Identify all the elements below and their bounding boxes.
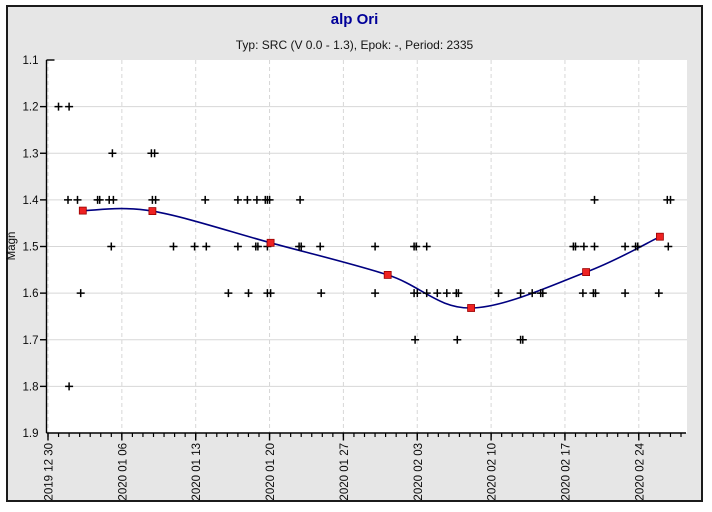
- observation-plus-marker: [518, 335, 527, 344]
- observation-plus-marker: [252, 195, 261, 204]
- observation-plus-marker: [454, 289, 463, 298]
- observation-plus-marker: [578, 289, 587, 298]
- x-tick-label: 2020 02 24: [634, 442, 646, 500]
- y-tick-label: 1.3: [23, 148, 39, 160]
- observation-plus-marker: [433, 289, 442, 298]
- observation-plus-marker: [150, 149, 159, 158]
- chart-subtitle: Typ: SRC (V 0.0 - 1.3), Epok: -, Period:…: [235, 38, 474, 52]
- observation-plus-marker: [65, 102, 74, 111]
- observation-plus-marker: [590, 242, 599, 251]
- observation-plus-marker: [412, 242, 421, 251]
- x-tick-label: 2020 01 20: [265, 443, 277, 501]
- observation-plus-marker: [422, 242, 431, 251]
- x-tick-label: 2020 01 13: [191, 443, 203, 501]
- observation-plus-marker: [494, 289, 503, 298]
- observation-plus-marker: [654, 289, 663, 298]
- x-tick-label: 2020 02 17: [560, 443, 572, 501]
- observation-plus-marker: [64, 195, 72, 204]
- observation-plus-marker: [579, 242, 588, 251]
- observation-plus-marker: [233, 242, 242, 251]
- observation-plus-marker: [371, 289, 380, 298]
- observation-plus-marker: [266, 289, 275, 298]
- observation-plus-marker: [316, 242, 325, 251]
- observation-plus-marker: [54, 102, 63, 111]
- observation-plus-marker: [538, 289, 547, 298]
- y-tick-label: 1.5: [23, 242, 39, 254]
- observation-plus-marker: [190, 242, 199, 251]
- observation-plus-marker: [224, 289, 233, 298]
- observation-plus-marker: [633, 242, 642, 251]
- y-tick-label: 1.6: [23, 288, 39, 300]
- observation-plus-marker: [413, 289, 422, 298]
- observation-plus-marker: [411, 335, 420, 344]
- y-axis-title: Magn: [6, 232, 18, 261]
- observation-plus-marker: [621, 289, 630, 298]
- observation-plus-marker: [528, 289, 537, 298]
- mean-point-square: [582, 268, 590, 277]
- mean-point-square: [148, 207, 157, 216]
- observation-plus-marker: [76, 289, 85, 298]
- observation-plus-marker: [516, 289, 525, 298]
- observation-plus-marker: [297, 242, 306, 251]
- observation-plus-marker: [108, 149, 117, 158]
- observation-plus-marker: [253, 242, 262, 251]
- observation-plus-marker: [666, 195, 675, 204]
- observation-plus-marker: [590, 195, 599, 204]
- y-tick-label: 1.1: [23, 55, 39, 67]
- observation-plus-marker: [265, 195, 274, 204]
- x-tick-label: 2020 02 03: [413, 443, 425, 501]
- observation-plus-marker: [73, 195, 82, 204]
- observation-plus-marker: [664, 242, 673, 251]
- y-tick-label: 1.9: [23, 428, 39, 440]
- chart-title: alp Ori: [330, 11, 379, 28]
- mean-point-square: [78, 206, 87, 215]
- observation-plus-marker: [95, 195, 104, 204]
- observation-plus-marker: [109, 195, 118, 204]
- observation-plus-marker: [65, 382, 74, 391]
- observation-plus-marker: [453, 335, 462, 344]
- mean-point-square: [383, 270, 392, 279]
- observation-plus-marker: [317, 289, 326, 298]
- observation-plus-marker: [244, 289, 253, 298]
- y-tick-label: 1.8: [23, 381, 39, 393]
- x-tick-label: 2020 02 10: [487, 443, 499, 501]
- observation-plus-marker: [151, 195, 160, 204]
- x-tick-label: 2020 01 06: [117, 443, 129, 501]
- observation-plus-marker: [169, 242, 178, 251]
- observation-plus-marker: [201, 195, 210, 204]
- mean-point-square: [656, 232, 664, 241]
- observation-plus-marker: [233, 195, 242, 204]
- observation-plus-marker: [371, 242, 380, 251]
- mean-point-square: [467, 304, 476, 312]
- observation-plus-marker: [296, 195, 305, 204]
- observation-plus-marker: [202, 242, 211, 251]
- y-tick-label: 1.2: [23, 102, 39, 114]
- y-tick-label: 1.4: [23, 195, 40, 207]
- x-tick-label: 2019 12 30: [44, 443, 56, 501]
- observation-plus-marker: [571, 242, 580, 251]
- x-tick-label: 2020 01 27: [339, 443, 351, 501]
- mean-point-square: [266, 238, 275, 247]
- observation-plus-marker: [442, 289, 451, 298]
- observation-plus-marker: [243, 195, 252, 204]
- observation-plus-marker: [621, 242, 630, 251]
- y-tick-label: 1.7: [23, 335, 39, 347]
- observation-plus-marker: [422, 289, 431, 298]
- observation-plus-marker: [107, 242, 116, 251]
- observation-plus-marker: [591, 289, 600, 298]
